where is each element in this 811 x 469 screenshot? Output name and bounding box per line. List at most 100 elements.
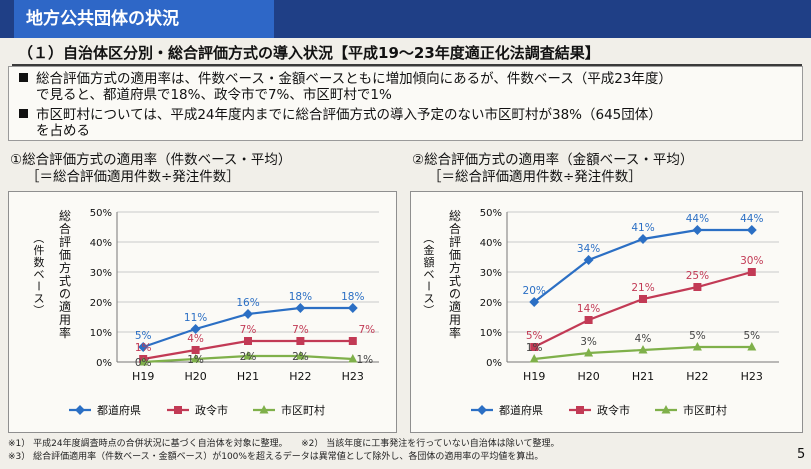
data-point-square xyxy=(244,337,252,345)
data-point-triangle xyxy=(529,354,539,363)
data-point-triangle xyxy=(747,342,757,351)
y-axis-subtitle-char: 額 xyxy=(424,256,435,269)
chart-2-panel: 0% 10% 20% 30% 40% 50% H19 H20 H21 H22 H23 総合評価方式の適… xyxy=(410,191,803,433)
data-label: 7% xyxy=(240,324,257,336)
y-axis-subtitle-char: （ xyxy=(422,233,435,244)
y-axis-title-char: 率 xyxy=(59,325,71,340)
subtitle-divider xyxy=(12,64,802,66)
data-label: 21% xyxy=(631,282,654,294)
data-point-diamond xyxy=(138,342,149,352)
y-axis-title-char: 方 xyxy=(59,260,71,275)
data-point-diamond xyxy=(746,225,757,235)
y-axis-subtitle-char: ベ xyxy=(424,268,435,281)
data-point-square xyxy=(348,337,357,345)
data-label: 1% xyxy=(187,354,204,366)
data-point-diamond xyxy=(692,225,703,235)
legend-label: 市区町村 xyxy=(281,403,325,417)
y-axis-title-char: 評 xyxy=(449,234,461,249)
bullet-item: 総合評価方式の適用率は、件数ベース・金額ベースともに増加傾向にあるが、件数ベース… xyxy=(19,71,672,103)
data-point-diamond xyxy=(638,234,648,244)
data-point-triangle xyxy=(138,357,148,366)
y-tick-label: 0% xyxy=(486,358,502,369)
y-tick-label: 20% xyxy=(480,298,502,309)
y-axis-title-char: 適 xyxy=(59,299,71,314)
bullet-text: 市区町村については、平成24年度内までに総合評価方式の導入予定のない市区町村が3… xyxy=(36,107,662,123)
x-tick-label: H20 xyxy=(577,370,599,383)
y-axis-title-char: 合 xyxy=(449,221,461,236)
chart-2-subtitle: ［＝総合評価適用件数÷発注件数］ xyxy=(428,169,642,185)
y-tick-label: 10% xyxy=(480,328,502,339)
legend-marker xyxy=(75,405,85,415)
data-label: 1% xyxy=(356,354,373,366)
legend-marker xyxy=(477,405,487,415)
data-label: 44% xyxy=(686,213,709,225)
data-label: 18% xyxy=(289,291,312,303)
y-tick-label: 10% xyxy=(90,328,112,339)
data-label: 5% xyxy=(135,330,152,342)
header-bar: 地方公共団体の状況 xyxy=(0,0,811,38)
y-axis-subtitle-char: ー xyxy=(32,281,45,292)
y-tick-label: 20% xyxy=(90,298,112,309)
data-label: 4% xyxy=(635,333,652,345)
data-label: 18% xyxy=(341,291,364,303)
y-tick-label: 50% xyxy=(90,208,112,219)
data-point-square xyxy=(747,268,756,276)
legend-marker xyxy=(576,406,584,414)
y-axis-subtitle-char: ス xyxy=(34,292,45,305)
data-label: 14% xyxy=(577,303,600,315)
page-number: 5 xyxy=(797,447,806,462)
data-point-square xyxy=(191,346,200,354)
y-tick-label: 40% xyxy=(480,238,502,249)
legend-marker xyxy=(259,405,269,414)
data-label: 30% xyxy=(740,255,763,267)
y-axis-title-char: の xyxy=(59,287,71,301)
y-axis-title-char: 式 xyxy=(449,274,461,288)
data-label: 44% xyxy=(740,213,763,225)
y-tick-label: 0% xyxy=(96,358,112,369)
legend-label: 政令市 xyxy=(195,403,228,417)
data-point-diamond xyxy=(243,309,253,319)
data-point-square xyxy=(296,337,305,345)
y-axis-subtitle-char: ー xyxy=(422,281,435,292)
legend-label: 市区町村 xyxy=(683,403,727,417)
data-label: 1% xyxy=(526,342,543,354)
y-axis-title-char: 合 xyxy=(59,221,71,236)
data-label: 0% xyxy=(135,357,152,369)
y-axis-title-char: の xyxy=(449,287,461,301)
chart-2-title: ②総合評価方式の適用率（金額ベース・平均） xyxy=(412,152,694,168)
data-point-diamond xyxy=(295,303,306,313)
y-axis-title-char: 総 xyxy=(59,209,71,223)
data-label: 34% xyxy=(577,243,600,255)
data-label: 1% xyxy=(135,342,152,354)
chart-2-heading: ②総合評価方式の適用率（金額ベース・平均） ［＝総合評価適用件数÷発注件数］ xyxy=(412,152,693,186)
legend-label: 都道府県 xyxy=(499,403,543,417)
y-axis-title-char: 評 xyxy=(59,234,71,249)
section-subtitle: （１）自治体区分別・総合評価方式の導入状況【平成19～23年度適正化法調査結果】 xyxy=(18,44,600,62)
data-label: 3% xyxy=(580,336,597,348)
y-axis-subtitle-char: （ xyxy=(32,233,45,244)
data-label: 25% xyxy=(686,270,709,282)
x-tick-label: H22 xyxy=(686,370,708,383)
y-axis-subtitle-char: 金 xyxy=(424,243,435,257)
data-point-square xyxy=(639,295,647,303)
chart-1-svg: 0% 10% 20% 30% 40% 50% H19 H20 H21 H22 H23 総合評価方式の適… xyxy=(32,208,379,417)
y-axis-title-char: 総 xyxy=(449,209,461,223)
footnotes: ※1） 平成24年度調査時点の合併状況に基づく自治体を対象に整理。 ※2） 当該… xyxy=(8,438,560,464)
x-tick-label: H22 xyxy=(289,370,311,383)
chart-1-panel: 0% 10% 20% 30% 40% 50% H19 H20 H21 H22 H23 総合評価方式の適… xyxy=(8,191,397,433)
y-axis-subtitle-char: ） xyxy=(32,305,45,316)
y-axis-title-char: 式 xyxy=(59,274,71,288)
data-point-triangle xyxy=(638,345,648,354)
legend-label: 政令市 xyxy=(597,403,630,417)
footnote-line: ※3） 総合評価適用率（件数ベース・金額ベース）が100%を超えるデータは異常値… xyxy=(8,452,544,462)
data-label: 5% xyxy=(526,330,543,342)
y-axis-subtitle-char: ス xyxy=(424,292,435,305)
bullet-item: 市区町村については、平成24年度内までに総合評価方式の導入予定のない市区町村が3… xyxy=(19,107,662,139)
data-label: 7% xyxy=(292,324,309,336)
data-label: 5% xyxy=(689,330,706,342)
footnote-line: ※1） 平成24年度調査時点の合併状況に基づく自治体を対象に整理。 ※2） 当該… xyxy=(8,439,560,449)
x-tick-label: H21 xyxy=(632,370,654,383)
y-axis-title-char: 価 xyxy=(59,248,71,262)
y-tick-label: 50% xyxy=(480,208,502,219)
square-bullet-icon xyxy=(19,73,28,82)
